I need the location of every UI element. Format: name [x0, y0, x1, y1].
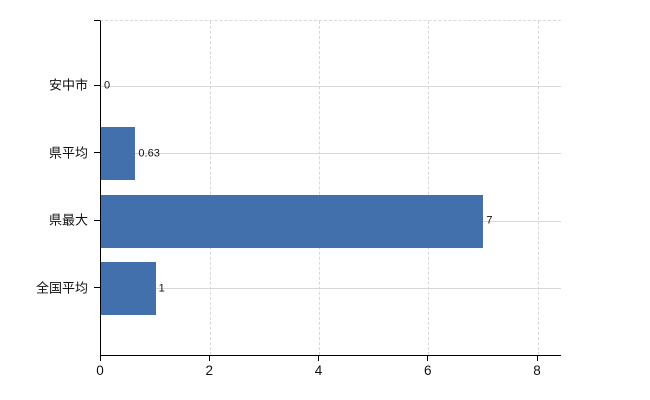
v-gridline	[209, 21, 211, 355]
category-label: 全国平均	[35, 280, 88, 295]
v-gridline	[319, 21, 321, 355]
value-label: 0	[104, 79, 111, 92]
value-label: 7	[486, 214, 493, 227]
v-gridline	[428, 21, 430, 355]
y-tick	[94, 152, 100, 153]
plot-area: 0 0.63 7 1	[100, 20, 561, 356]
x-tick	[318, 355, 320, 361]
x-tick-label: 4	[314, 363, 323, 378]
x-tick-label: 0	[96, 363, 104, 378]
x-tick	[99, 355, 101, 361]
h-gridline	[101, 85, 561, 87]
h-gridline	[101, 288, 561, 289]
category-label: 安中市	[48, 77, 88, 93]
category-label: 県平均	[48, 145, 88, 160]
y-tick	[94, 287, 100, 288]
bar-全国平均	[101, 262, 156, 315]
h-gridline	[101, 153, 561, 154]
y-tick	[94, 84, 100, 86]
x-tick	[536, 355, 538, 361]
category-label: 県最大	[48, 212, 88, 228]
y-axis-top-tick	[94, 19, 100, 21]
x-tick	[208, 355, 210, 361]
v-gridline	[537, 21, 539, 355]
x-tick-label: 2	[205, 363, 214, 378]
bar-県平均	[101, 127, 136, 180]
value-label: 0.63	[138, 147, 160, 159]
value-label: 1	[158, 282, 165, 294]
bar-県最大	[101, 194, 484, 248]
x-tick	[427, 355, 429, 361]
y-tick	[94, 219, 100, 221]
x-tick-label: 8	[533, 363, 541, 378]
x-tick-label: 6	[424, 363, 432, 378]
